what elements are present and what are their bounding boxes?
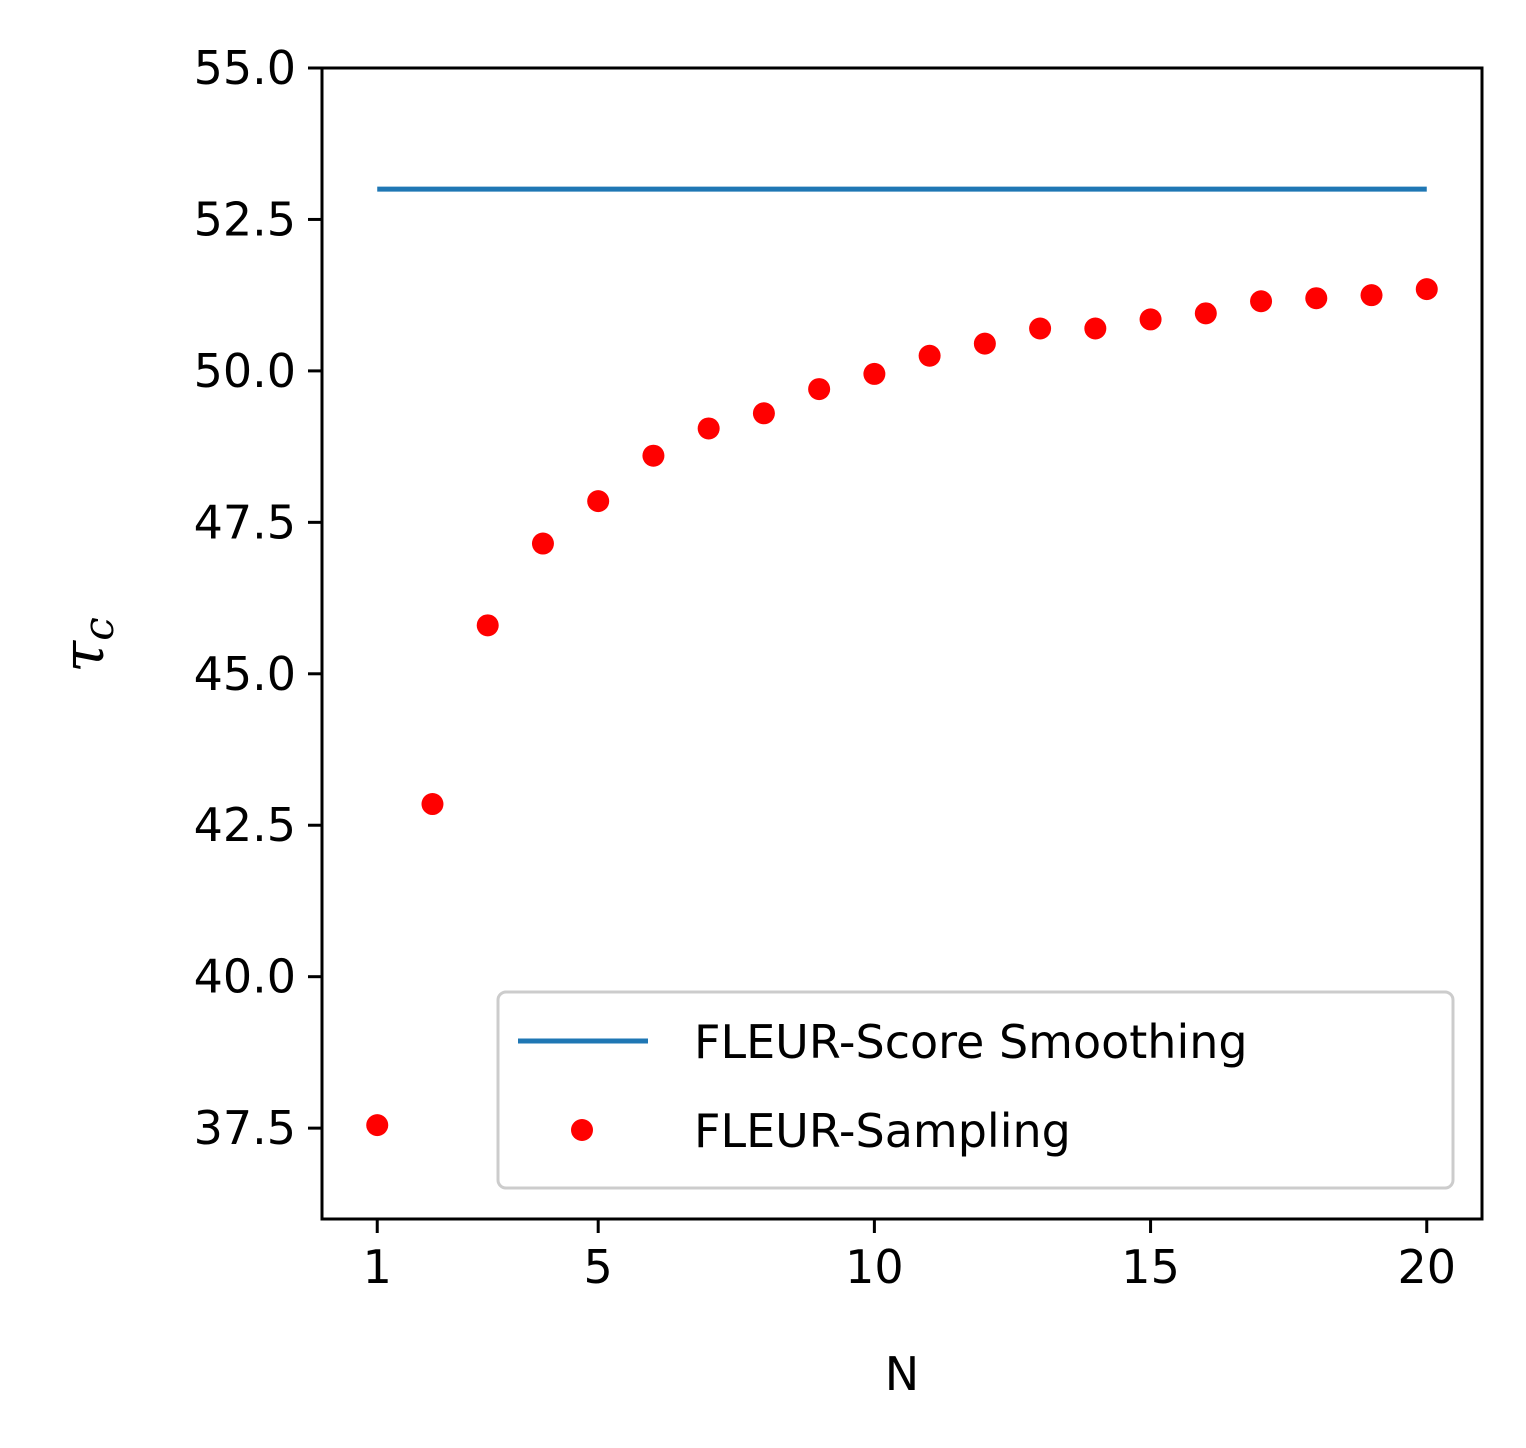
scatter-point-sampling [421,793,444,816]
x-tick-label: 20 [1397,1240,1456,1294]
y-tick-label: 37.5 [194,1101,296,1155]
scatter-point-sampling [863,362,886,385]
scatter-point-sampling [752,402,775,425]
y-tick-label: 45.0 [194,647,296,701]
legend-marker-swatch [571,1119,593,1141]
x-tick-label: 1 [363,1240,392,1294]
legend-label-smoothing: FLEUR-Score Smoothing [694,1015,1248,1069]
scatter-point-sampling [1029,317,1052,340]
y-axis-label-subscript: c [74,617,123,641]
y-tick-label: 50.0 [194,344,296,398]
legend: FLEUR-Score Smoothing FLEUR-Sampling [496,990,1455,1190]
scatter-point-sampling [1415,278,1438,301]
scatter-point-sampling [1305,287,1328,310]
x-axis-label: N [885,1347,919,1401]
svg-text:τc: τc [49,617,123,673]
x-tick-label: 10 [845,1240,904,1294]
data-layer [366,186,1438,1137]
y-axis-label: τc [49,617,123,673]
scatter-point-sampling [1250,290,1273,313]
x-tick-label: 5 [584,1240,613,1294]
plot-frame [320,66,1484,1221]
scatter-point-sampling [587,490,610,513]
scatter-point-sampling [808,378,831,401]
legend-box [496,990,1455,1190]
y-tick-label: 42.5 [194,798,296,852]
scatter-point-sampling [476,614,499,637]
y-tick-label: 55.0 [194,41,296,95]
scatter-point-sampling [973,332,996,355]
scatter-point-sampling [366,1114,389,1137]
scatter-point-sampling [1194,302,1217,325]
scatter-point-sampling [1084,317,1107,340]
scatter-point-sampling [918,344,941,367]
scatter-point-sampling [697,417,720,440]
y-tick-label: 40.0 [194,950,296,1004]
x-tick-label: 15 [1121,1240,1180,1294]
scatter-point-sampling [1139,308,1162,331]
y-axis-label-symbol: τ [49,640,117,673]
scatter-point-sampling [642,444,665,467]
y-axis-ticks: 37.5 40.0 42.5 45.0 47.5 50.0 52.5 55.0 [194,41,322,1155]
scatter-point-sampling [1360,284,1383,307]
y-tick-label: 47.5 [194,495,296,549]
x-axis-ticks: 1 5 10 15 20 [363,1219,1456,1294]
y-tick-label: 52.5 [194,192,296,246]
legend-label-sampling: FLEUR-Sampling [694,1104,1071,1158]
scatter-point-sampling [531,532,554,555]
